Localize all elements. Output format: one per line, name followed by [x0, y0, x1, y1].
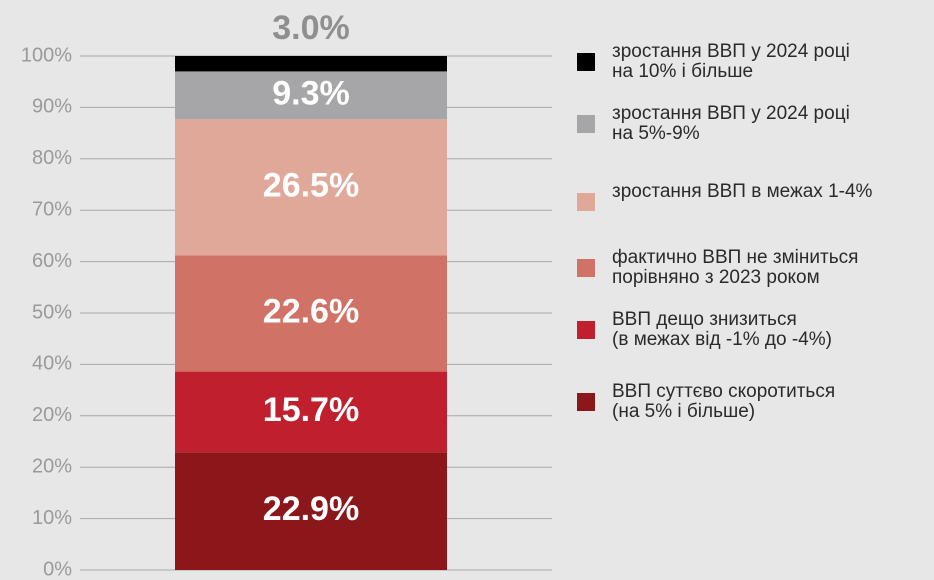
- y-tick-label: 80%: [32, 147, 72, 169]
- bar-segment: [175, 371, 447, 453]
- y-tick-label: 90%: [32, 96, 72, 118]
- legend-swatch: [577, 115, 595, 133]
- legend-label: зростання ВВП у 2024 році на 5%-9%: [612, 103, 850, 144]
- legend-swatch: [577, 393, 595, 411]
- bar-segment: [175, 71, 447, 120]
- bar-segment: [175, 56, 447, 72]
- y-tick-label: 60%: [32, 250, 72, 272]
- legend-swatch: [577, 53, 595, 71]
- legend-label: зростання ВВП у 2024 році на 10% і більш…: [612, 41, 850, 82]
- legend-swatch: [577, 321, 595, 339]
- value-label: 3.0%: [272, 9, 350, 47]
- legend-label: ВВП суттєво скоротиться (на 5% і більше): [612, 381, 836, 422]
- y-tick-label: 20%: [32, 404, 72, 426]
- legend-label: зростання ВВП в межах 1-4%: [612, 181, 873, 202]
- value-label: 22.6%: [263, 292, 359, 330]
- y-tick-label: 20%: [32, 455, 72, 477]
- value-label: 15.7%: [263, 391, 359, 429]
- y-tick-label: 0%: [43, 558, 72, 580]
- value-label: 22.9%: [263, 490, 359, 528]
- y-tick-label: 10%: [32, 507, 72, 529]
- y-tick-label: 70%: [32, 198, 72, 220]
- legend-swatch: [577, 193, 595, 211]
- bar-segment: [175, 119, 447, 256]
- legend-label: ВВП дещо знизиться (в межах від -1% до -…: [612, 309, 832, 350]
- value-label: 9.3%: [272, 74, 350, 112]
- bar-segment: [175, 452, 447, 570]
- y-tick-label: 40%: [32, 353, 72, 375]
- value-label: 26.5%: [263, 166, 359, 204]
- legend-swatch: [577, 259, 595, 277]
- legend-label: фактично ВВП не зміниться порівняно з 20…: [612, 247, 859, 288]
- y-tick-label: 100%: [21, 44, 72, 66]
- y-tick-label: 50%: [32, 301, 72, 323]
- bar-segment: [175, 255, 447, 372]
